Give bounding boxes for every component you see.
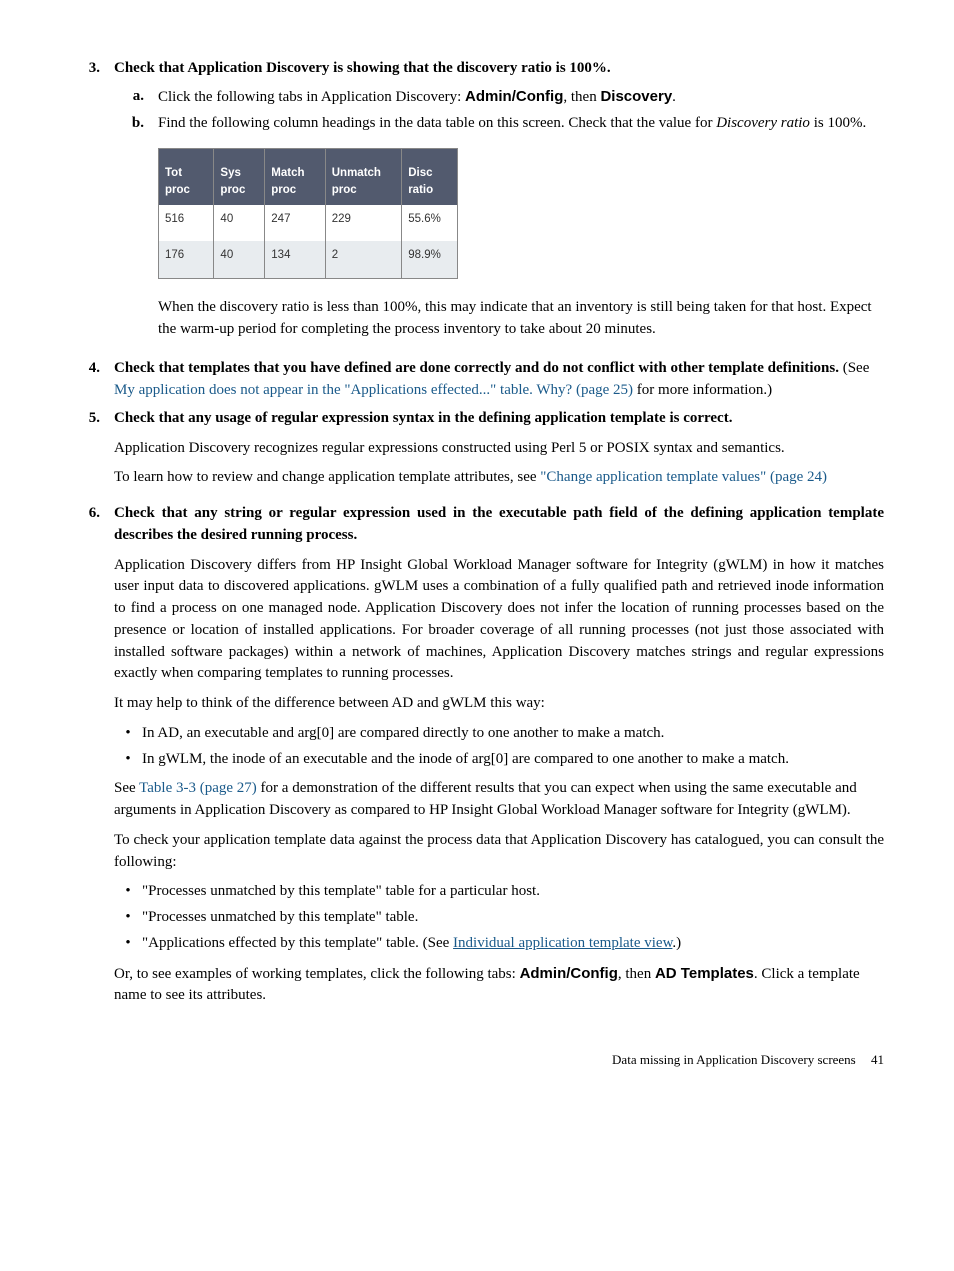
cell: 40 <box>214 241 265 278</box>
s6-p5-b1: Admin/Config <box>520 965 618 982</box>
s6-p5-pre: Or, to see examples of working templates… <box>114 966 520 982</box>
s3b-i1: Discovery ratio <box>716 115 810 131</box>
bullet-dot-icon: • <box>114 881 142 903</box>
bullet-dot-icon: • <box>114 749 142 771</box>
s6-p2: It may help to think of the difference b… <box>114 693 884 715</box>
s6-c3-pre: "Applications effected by this template"… <box>142 935 453 951</box>
th-tot-proc: Tot proc <box>159 149 214 205</box>
cell: 2 <box>325 241 401 278</box>
s6-bullet-1: • In AD, an executable and arg[0] are co… <box>114 723 884 745</box>
s4-post: for more information.) <box>633 382 772 398</box>
th-disc-ratio: Disc ratio <box>402 149 458 205</box>
cell: 247 <box>265 205 325 242</box>
step-5-body: Check that any usage of regular expressi… <box>114 408 884 497</box>
s6-p3-link[interactable]: Table 3-3 (page 27) <box>139 780 257 796</box>
step-3: 3. Check that Application Discovery is s… <box>70 58 884 352</box>
step-3-number: 3. <box>70 58 114 352</box>
cell: 229 <box>325 205 401 242</box>
table-header-row: Tot proc Sys proc Match proc Unmatch pro… <box>159 149 458 205</box>
s6-c3-link[interactable]: Individual application template view <box>453 935 672 951</box>
step-6: 6. Check that any string or regular expr… <box>70 503 884 1015</box>
s3a-post: . <box>672 89 676 105</box>
cell: 40 <box>214 205 265 242</box>
s3b-pre: Find the following column headings in th… <box>158 115 716 131</box>
table-row: 516 40 247 229 55.6% <box>159 205 458 242</box>
step-5: 5. Check that any usage of regular expre… <box>70 408 884 497</box>
bullet-dot-icon: • <box>114 723 142 745</box>
cell: 55.6% <box>402 205 458 242</box>
step-3-heading: Check that Application Discovery is show… <box>114 58 884 80</box>
s6-p4: To check your application template data … <box>114 830 884 874</box>
table-row: 176 40 134 2 98.9% <box>159 241 458 278</box>
s4-mid: (See <box>839 360 869 376</box>
s6-p5-b2: AD Templates <box>655 965 754 982</box>
s3a-b1: Admin/Config <box>465 88 563 105</box>
cell: 516 <box>159 205 214 242</box>
step-3-body: Check that Application Discovery is show… <box>114 58 884 352</box>
step-3b-marker: b. <box>114 113 158 349</box>
s3a-pre: Click the following tabs in Application … <box>158 89 465 105</box>
step-3a-text: Click the following tabs in Application … <box>158 86 884 109</box>
s6-p3: See Table 3-3 (page 27) for a demonstrat… <box>114 778 884 822</box>
s6-c2: "Processes unmatched by this template" t… <box>142 907 884 929</box>
step-3-after-table: When the discovery ratio is less than 10… <box>158 297 884 341</box>
bullet-dot-icon: • <box>114 933 142 955</box>
cell: 134 <box>265 241 325 278</box>
s6-b2: In gWLM, the inode of an executable and … <box>142 749 884 771</box>
s6-bullet-c1: • "Processes unmatched by this template"… <box>114 881 884 903</box>
s6-c3: "Applications effected by this template"… <box>142 933 884 955</box>
step-3a: a. Click the following tabs in Applicati… <box>114 86 884 109</box>
step-4-number: 4. <box>70 358 114 402</box>
s6-bullet-2: • In gWLM, the inode of an executable an… <box>114 749 884 771</box>
step-4: 4. Check that templates that you have de… <box>70 358 884 402</box>
s6-c1: "Processes unmatched by this template" t… <box>142 881 884 903</box>
s3a-b2: Discovery <box>600 88 672 105</box>
footer-page-number: 41 <box>859 1052 884 1067</box>
s3b-post: is 100%. <box>810 115 866 131</box>
s6-bullet-c2: • "Processes unmatched by this template"… <box>114 907 884 929</box>
step-3b: b. Find the following column headings in… <box>114 113 884 349</box>
s6-c3-post: .) <box>672 935 681 951</box>
step-4-body: Check that templates that you have defin… <box>114 358 884 402</box>
step-6-heading: Check that any string or regular express… <box>114 503 884 547</box>
footer-section: Data missing in Application Discovery sc… <box>612 1052 856 1067</box>
s5-p2-pre: To learn how to review and change applic… <box>114 469 540 485</box>
th-match-proc: Match proc <box>265 149 325 205</box>
cell: 98.9% <box>402 241 458 278</box>
page-footer: Data missing in Application Discovery sc… <box>70 1051 884 1070</box>
th-unmatch-proc: Unmatch proc <box>325 149 401 205</box>
s6-p5-mid: , then <box>618 966 655 982</box>
th-sys-proc: Sys proc <box>214 149 265 205</box>
cell: 176 <box>159 241 214 278</box>
discovery-ratio-table: Tot proc Sys proc Match proc Unmatch pro… <box>158 148 458 279</box>
s6-p3-pre: See <box>114 780 139 796</box>
s5-p1: Application Discovery recognizes regular… <box>114 438 884 460</box>
s5-p2: To learn how to review and change applic… <box>114 467 884 489</box>
s4-link[interactable]: My application does not appear in the "A… <box>114 382 633 398</box>
s5-p2-link[interactable]: "Change application template values" (pa… <box>540 469 827 485</box>
step-3b-text: Find the following column headings in th… <box>158 113 884 349</box>
s6-p5: Or, to see examples of working templates… <box>114 963 884 1008</box>
s6-bullet-c3: • "Applications effected by this templat… <box>114 933 884 955</box>
step-5-number: 5. <box>70 408 114 497</box>
step-6-body: Check that any string or regular express… <box>114 503 884 1015</box>
step-5-heading: Check that any usage of regular expressi… <box>114 408 884 430</box>
s3a-mid: , then <box>563 89 600 105</box>
s4-b1: Check that templates that you have defin… <box>114 360 839 376</box>
step-3a-marker: a. <box>114 86 158 109</box>
bullet-dot-icon: • <box>114 907 142 929</box>
s6-p1: Application Discovery differs from HP In… <box>114 555 884 686</box>
s6-b1: In AD, an executable and arg[0] are comp… <box>142 723 884 745</box>
step-6-number: 6. <box>70 503 114 1015</box>
